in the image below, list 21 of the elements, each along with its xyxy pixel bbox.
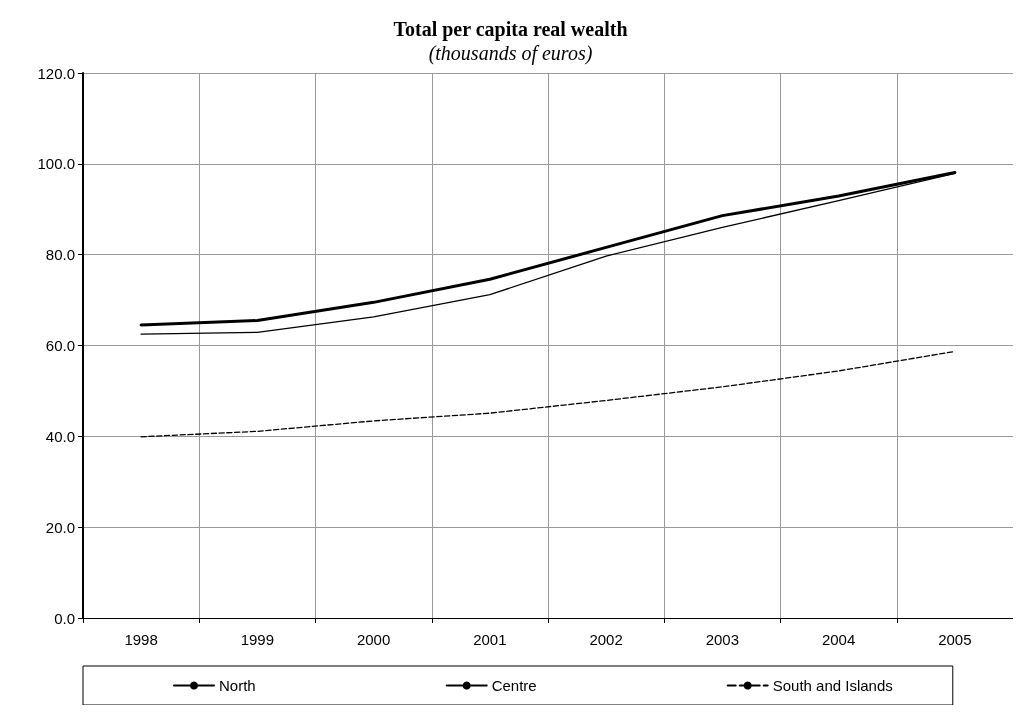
chart-subtitle: (thousands of euros) [428,42,593,65]
y-tick-label: 40.0 [45,427,75,445]
legend-label: South and Islands [772,677,893,694]
x-tick-label: 2005 [938,631,972,648]
x-tick-label: 1998 [124,631,158,648]
y-tick-label: 120.0 [37,64,75,82]
y-tick-label: 0.0 [54,609,75,627]
y-tick-label: 100.0 [37,155,75,173]
y-tick-label: 20.0 [45,518,75,536]
x-tick-label: 2001 [473,631,507,648]
legend-label: Centre [491,677,537,694]
y-tick-label: 80.0 [45,246,75,264]
legend-label: North [219,677,256,694]
x-tick-label: 2002 [589,631,623,648]
x-tick-label: 2003 [705,631,740,648]
chart-title: Total per capita real wealth [393,18,628,41]
x-tick-label: 1999 [240,631,275,648]
y-tick-label: 60.0 [45,337,75,354]
x-tick-label: 2004 [821,631,856,648]
x-tick-label: 2000 [356,631,391,648]
line-series [140,350,956,438]
